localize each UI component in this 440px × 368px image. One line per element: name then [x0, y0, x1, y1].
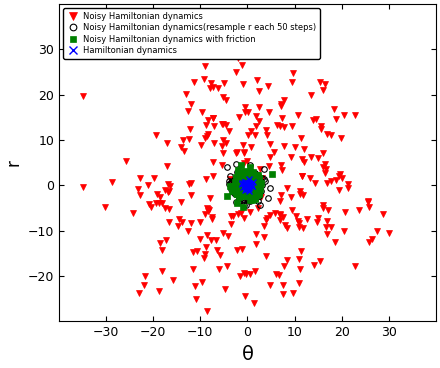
Noisy Hamiltonian dynamics(resample r each 50 steps) [237, 192, 242, 197]
Hamiltonian dynamics [243, 183, 249, 187]
Hamiltonian dynamics [243, 182, 248, 186]
Hamiltonian dynamics [246, 181, 252, 185]
Hamiltonian dynamics [243, 188, 248, 192]
Hamiltonian dynamics [244, 180, 249, 185]
Hamiltonian dynamics [242, 182, 247, 187]
Noisy Hamiltonian dynamics [338, 136, 344, 140]
Hamiltonian dynamics [246, 189, 251, 194]
Noisy Hamiltonian dynamics with friction [247, 181, 252, 186]
Hamiltonian dynamics [246, 185, 251, 190]
Noisy Hamiltonian dynamics(resample r each 50 steps) [247, 191, 253, 195]
Noisy Hamiltonian dynamics(resample r each 50 steps) [254, 178, 259, 183]
Hamiltonian dynamics [245, 186, 250, 190]
Noisy Hamiltonian dynamics with friction [245, 175, 250, 179]
Hamiltonian dynamics [247, 181, 252, 186]
Hamiltonian dynamics [241, 184, 246, 189]
Noisy Hamiltonian dynamics(resample r each 50 steps) [232, 192, 238, 196]
Noisy Hamiltonian dynamics with friction [248, 187, 253, 191]
Line: Noisy Hamiltonian dynamics: Noisy Hamiltonian dynamics [80, 38, 392, 315]
Noisy Hamiltonian dynamics(resample r each 50 steps) [256, 194, 261, 198]
Hamiltonian dynamics [244, 183, 249, 187]
Hamiltonian dynamics [244, 182, 249, 186]
Hamiltonian dynamics [249, 184, 255, 188]
Hamiltonian dynamics [240, 181, 245, 185]
Hamiltonian dynamics [246, 184, 252, 188]
Line: Hamiltonian dynamics: Hamiltonian dynamics [238, 176, 256, 195]
Noisy Hamiltonian dynamics(resample r each 50 steps) [234, 200, 239, 204]
Hamiltonian dynamics [245, 187, 250, 191]
Hamiltonian dynamics [243, 180, 248, 184]
Noisy Hamiltonian dynamics(resample r each 50 steps) [241, 203, 246, 208]
Noisy Hamiltonian dynamics with friction [245, 183, 250, 187]
Hamiltonian dynamics [245, 187, 250, 191]
Noisy Hamiltonian dynamics [187, 137, 192, 141]
Noisy Hamiltonian dynamics with friction [238, 163, 243, 167]
Y-axis label: r: r [4, 159, 22, 166]
Legend: Noisy Hamiltonian dynamics, Noisy Hamiltonian dynamics(resample r each 50 steps): Noisy Hamiltonian dynamics, Noisy Hamilt… [63, 8, 319, 59]
Hamiltonian dynamics [250, 180, 255, 184]
Hamiltonian dynamics [244, 184, 249, 188]
Noisy Hamiltonian dynamics with friction [238, 191, 244, 195]
Hamiltonian dynamics [245, 184, 250, 188]
Hamiltonian dynamics [245, 182, 250, 186]
Noisy Hamiltonian dynamics with friction [246, 187, 251, 191]
Hamiltonian dynamics [246, 185, 251, 189]
Noisy Hamiltonian dynamics [137, 176, 143, 180]
Hamiltonian dynamics [247, 185, 252, 190]
Hamiltonian dynamics [244, 181, 249, 186]
Noisy Hamiltonian dynamics(resample r each 50 steps) [234, 162, 239, 166]
Noisy Hamiltonian dynamics [205, 309, 210, 313]
Hamiltonian dynamics [242, 184, 247, 188]
Noisy Hamiltonian dynamics [189, 193, 194, 198]
Noisy Hamiltonian dynamics [248, 39, 253, 43]
Line: Noisy Hamiltonian dynamics(resample r each 50 steps): Noisy Hamiltonian dynamics(resample r ea… [224, 161, 272, 208]
Hamiltonian dynamics [246, 182, 251, 186]
Hamiltonian dynamics [246, 183, 251, 187]
Noisy Hamiltonian dynamics(resample r each 50 steps) [248, 184, 253, 188]
Hamiltonian dynamics [244, 184, 249, 188]
Hamiltonian dynamics [245, 184, 250, 188]
Noisy Hamiltonian dynamics [290, 71, 295, 75]
Noisy Hamiltonian dynamics [146, 183, 151, 187]
Hamiltonian dynamics [246, 183, 251, 188]
Hamiltonian dynamics [246, 181, 251, 185]
Hamiltonian dynamics [247, 183, 253, 187]
Hamiltonian dynamics [249, 181, 254, 186]
Hamiltonian dynamics [246, 185, 251, 189]
Hamiltonian dynamics [248, 181, 253, 186]
Noisy Hamiltonian dynamics [258, 167, 263, 171]
Noisy Hamiltonian dynamics [234, 150, 239, 154]
Hamiltonian dynamics [243, 186, 249, 190]
Hamiltonian dynamics [249, 184, 254, 188]
Noisy Hamiltonian dynamics with friction [243, 188, 249, 192]
Hamiltonian dynamics [244, 184, 249, 188]
Hamiltonian dynamics [242, 180, 247, 185]
Hamiltonian dynamics [245, 181, 250, 186]
X-axis label: θ: θ [242, 345, 253, 364]
Hamiltonian dynamics [246, 184, 251, 188]
Hamiltonian dynamics [247, 177, 252, 181]
Hamiltonian dynamics [242, 180, 248, 184]
Hamiltonian dynamics [243, 180, 249, 185]
Hamiltonian dynamics [244, 184, 249, 188]
Noisy Hamiltonian dynamics with friction [249, 176, 254, 181]
Line: Noisy Hamiltonian dynamics with friction: Noisy Hamiltonian dynamics with friction [225, 163, 275, 210]
Noisy Hamiltonian dynamics with friction [241, 205, 246, 209]
Hamiltonian dynamics [247, 183, 252, 187]
Hamiltonian dynamics [239, 182, 245, 186]
Hamiltonian dynamics [243, 184, 248, 189]
Noisy Hamiltonian dynamics(resample r each 50 steps) [265, 196, 270, 200]
